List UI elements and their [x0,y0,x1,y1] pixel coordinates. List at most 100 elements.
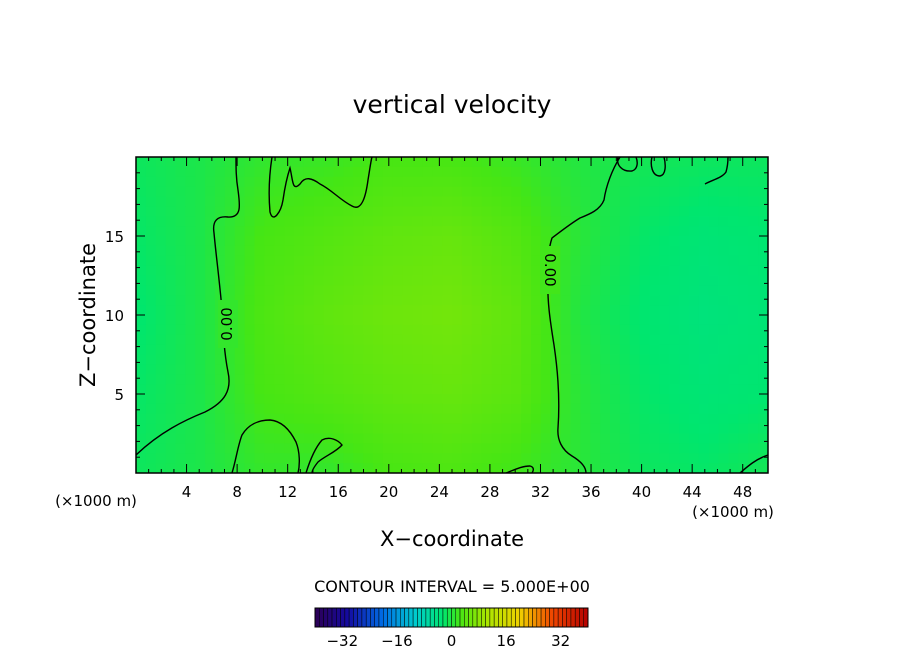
field-cell [639,216,651,227]
field-cell [175,413,186,425]
field-cell [145,403,157,415]
field-cell [560,176,572,188]
field-cell [728,245,739,257]
field-cell [343,255,354,267]
field-cell [303,364,315,375]
field-cell [442,384,453,395]
field-cell [373,443,384,454]
field-cell [294,354,305,365]
field-cell [215,255,226,267]
field-cell [175,344,186,356]
field-cell [639,295,651,306]
field-cell [590,315,601,326]
field-cell [550,206,562,217]
field-cell [610,157,621,168]
field-cell [224,255,236,267]
field-cell [738,354,749,365]
field-cell [382,394,394,405]
field-cell [254,245,265,257]
field-cell [758,403,768,415]
field-cell [610,166,621,178]
field-cell [303,433,315,444]
field-cell [728,384,739,395]
field-cell [274,255,285,267]
field-cell [422,394,433,405]
field-cell [629,413,641,425]
field-cell [234,245,246,257]
field-cell [175,275,186,286]
field-cell [333,255,344,267]
field-cell [333,403,344,415]
field-cell [165,364,177,375]
field-cell [442,166,453,178]
field-cell [501,433,512,444]
field-cell [145,275,157,286]
field-cell [254,285,265,296]
field-cell [501,334,512,346]
field-cell [570,245,581,257]
field-cell [738,443,749,454]
field-cell [679,423,690,435]
field-cell [402,236,414,247]
field-cell [758,265,768,277]
field-cell [491,285,502,296]
field-cell [600,384,611,395]
field-cell [610,423,621,435]
field-cell [303,255,315,267]
field-cell [491,334,502,346]
field-cell [323,413,335,425]
field-cell [224,186,236,198]
field-cell [136,265,147,277]
field-cell [639,265,651,277]
field-cell [422,275,433,286]
field-cell [185,166,196,178]
field-cell [155,166,167,178]
field-cell [748,374,759,385]
field-cell [501,236,512,247]
field-cell [422,453,433,464]
field-cell [758,166,768,178]
field-cell [531,403,542,415]
field-cell [659,295,670,306]
field-cell [136,157,147,168]
field-cell [600,196,611,207]
field-cell [531,374,542,385]
colorbar-swatch [451,607,457,628]
field-cell [343,157,354,168]
field-cell [540,226,552,237]
field-cell [442,344,453,356]
field-cell [343,285,354,296]
field-cell [313,206,325,217]
field-cell [511,226,522,237]
field-cell [580,275,591,286]
field-cell [175,166,186,178]
colorbar-swatch [545,607,550,628]
field-cell [698,364,710,375]
field-cell [412,433,423,444]
field-cell [471,206,483,217]
field-cell [619,403,631,415]
field-cell [323,206,335,217]
field-cell [145,176,157,188]
field-cell [402,166,414,178]
colorbar-swatch [553,607,559,628]
field-cell [392,245,404,257]
field-cell [728,295,739,306]
field-cell [382,255,394,267]
field-cell [442,413,453,425]
field-cell [165,275,177,286]
field-cell [382,315,394,326]
colorbar-swatch [455,607,461,628]
field-cell [145,433,157,444]
field-cell [205,265,216,277]
field-cell [590,364,601,375]
field-cell [432,364,443,375]
field-cell [145,354,157,365]
field-cell [580,315,591,326]
colorbar-swatch [344,607,350,628]
field-cell [382,463,394,473]
field-cell [284,374,295,385]
field-cell [679,364,690,375]
field-cell [145,305,157,316]
field-cell [679,453,690,464]
